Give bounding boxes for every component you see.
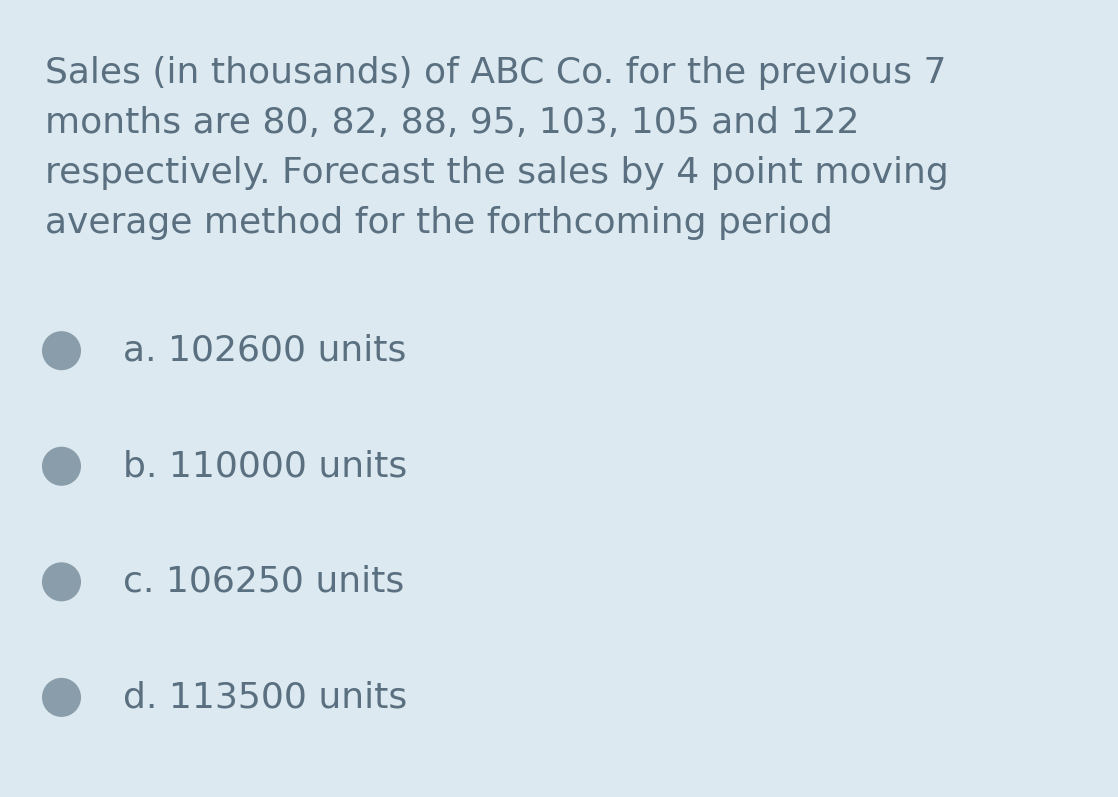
Circle shape (44, 448, 79, 485)
Text: b. 110000 units: b. 110000 units (123, 450, 407, 483)
Circle shape (44, 679, 79, 716)
Text: a. 102600 units: a. 102600 units (123, 334, 406, 367)
Text: c. 106250 units: c. 106250 units (123, 565, 405, 599)
Text: Sales (in thousands) of ABC Co. for the previous 7
months are 80, 82, 88, 95, 10: Sales (in thousands) of ABC Co. for the … (45, 56, 948, 241)
Text: d. 113500 units: d. 113500 units (123, 681, 407, 714)
Circle shape (44, 332, 79, 369)
Circle shape (44, 563, 79, 600)
